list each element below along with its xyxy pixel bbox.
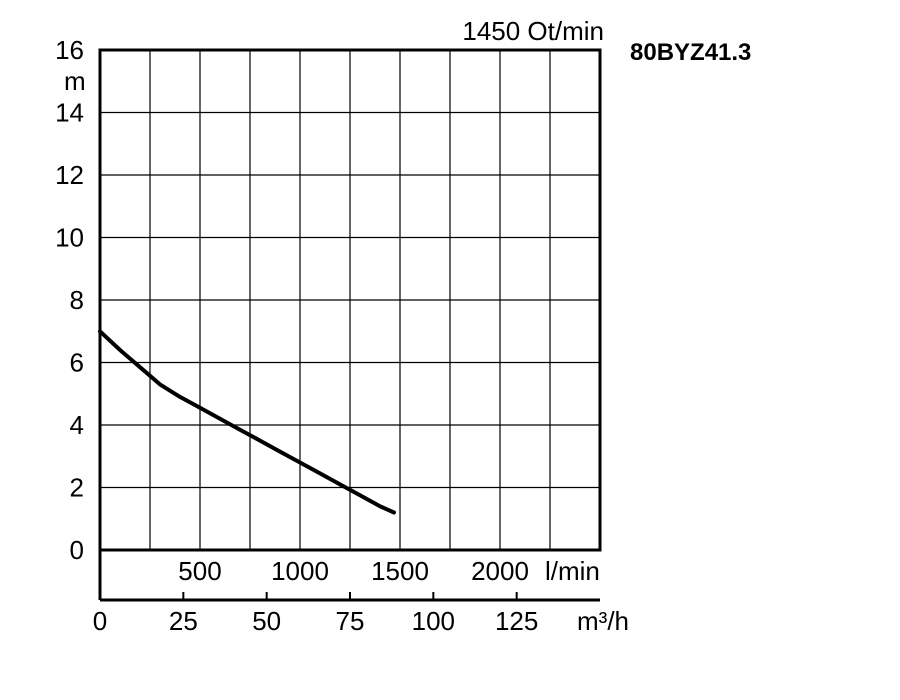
m3h-tick-marks [182,592,518,600]
head-flow-curve [98,329,396,515]
y-tick-label: 12 [55,160,84,190]
lmin-tick-label: 500 [178,556,221,586]
y-tick-labels: 0 2 4 6 8 10 12 14 16 [55,35,84,565]
m3h-tick-label: 75 [336,606,365,636]
lmin-tick-label: 2000 [471,556,529,586]
y-tick-label: 0 [70,535,84,565]
y-tick-label: 16 [55,35,84,65]
lmin-tick-label: 1500 [371,556,429,586]
model-title: 80BYZ41.3 [630,39,751,66]
m3h-axis-unit-label: m³/h [577,606,629,636]
y-tick-label: 14 [55,98,84,128]
y-tick-label: 8 [70,285,84,315]
y-tick-label: 2 [70,473,84,503]
m3h-tick-label: 0 [93,606,107,636]
lmin-axis-unit-label: l/min [545,556,600,586]
m3h-tick-labels: 0 25 50 75 100 125 [93,606,539,636]
grid-lines [100,50,600,550]
y-tick-label: 6 [70,348,84,378]
speed-label: 1450 Ot/min [462,16,604,46]
m3h-tick-label: 125 [495,606,538,636]
lmin-tick-label: 1000 [271,556,329,586]
lmin-tick-labels: 500 1000 1500 2000 [178,556,529,586]
y-tick-label: 10 [55,223,84,253]
m3h-tick-label: 25 [169,606,198,636]
m3h-tick-label: 50 [252,606,281,636]
y-axis-unit-label: m [64,66,86,96]
m3h-tick-label: 100 [412,606,455,636]
y-tick-label: 4 [70,410,84,440]
